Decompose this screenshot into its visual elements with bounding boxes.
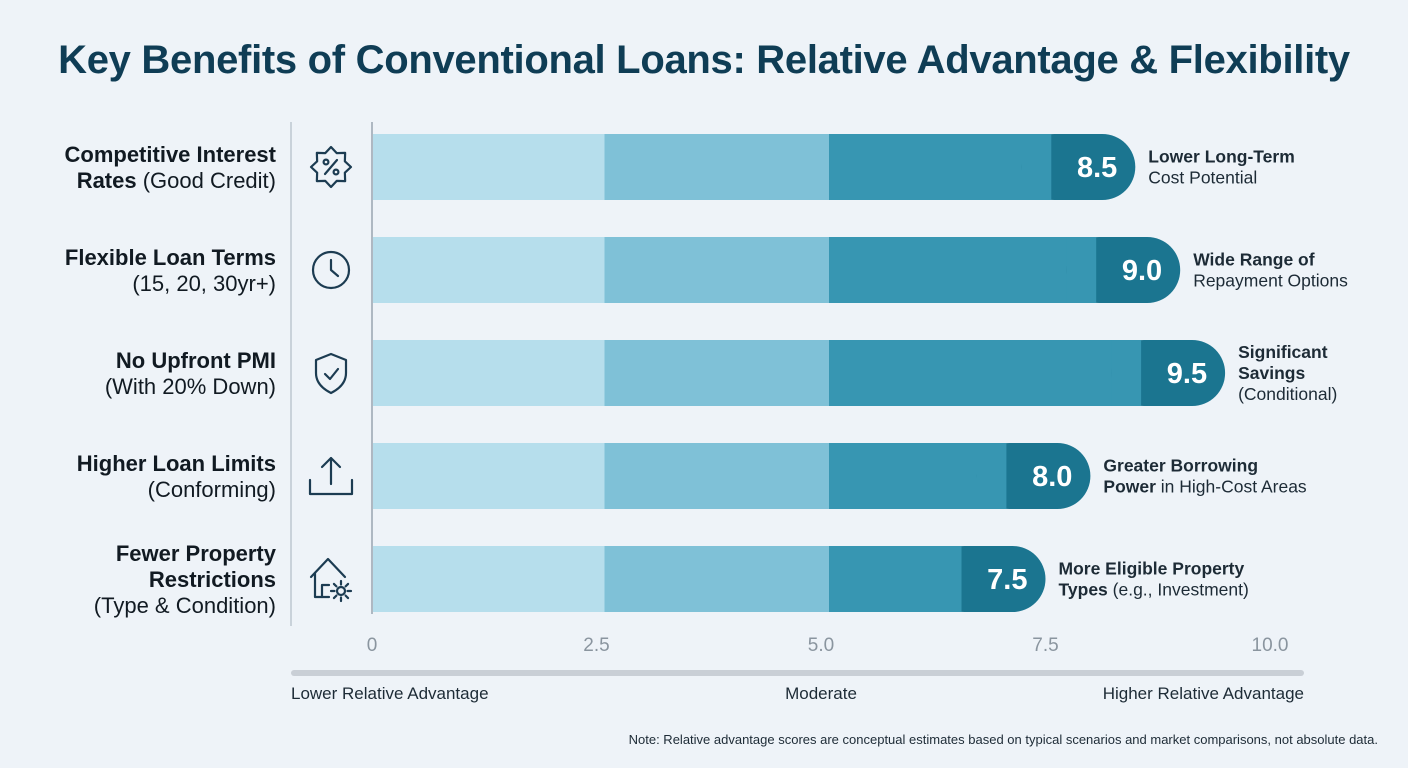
clock-icon	[311, 250, 351, 290]
bar-segment	[574, 443, 843, 509]
upload-arrow-icon	[308, 456, 354, 496]
category-label: Competitive Interest Rates (Good Credit)	[65, 142, 277, 193]
bar-segment	[574, 134, 843, 200]
scale-label-moderate: Moderate	[785, 684, 857, 703]
chart-title: Key Benefits of Conventional Loans: Rela…	[58, 38, 1350, 82]
bar-row: 9.5	[372, 340, 1226, 406]
bar-segment	[799, 237, 1111, 303]
bar-value-label: 8.5	[1077, 152, 1117, 184]
scale-label-lower: Lower Relative Advantage	[291, 684, 489, 703]
bar-segment	[799, 546, 976, 612]
category-label: Fewer Property Restrictions (Type & Condit…	[94, 541, 277, 618]
bar-value-label: 9.5	[1167, 358, 1207, 390]
bar-segment	[799, 340, 1156, 406]
bar-annotation: Lower Long-Term Cost Potential	[1148, 147, 1294, 188]
axis-layer: 0 2.5 5.0 7.5 10.0	[290, 122, 1304, 676]
house-gear-icon	[309, 557, 353, 603]
bar-segment	[574, 546, 843, 612]
bar-row: 7.5	[372, 546, 1046, 612]
bar-segment	[799, 443, 1021, 509]
bars-layer: 8.5 9.0 9.5 8.0 7.5	[372, 134, 1226, 612]
x-tick-label: 5.0	[808, 635, 834, 656]
bar-row: 8.5	[372, 134, 1136, 200]
x-tick-label: 0	[367, 635, 378, 656]
scale-label-higher: Higher Relative Advantage	[1103, 684, 1304, 703]
bar-value-label: 7.5	[987, 564, 1027, 596]
bar-annotation: Wide Range of Repayment Options	[1193, 250, 1348, 291]
x-tick-label: 10.0	[1252, 635, 1289, 656]
footnote: Note: Relative advantage scores are conc…	[628, 732, 1378, 747]
x-tick-label: 7.5	[1032, 635, 1058, 656]
bar-annotation: Greater Borrowing Power in High-Cost Area…	[1103, 456, 1307, 497]
category-label: No Upfront PMI (With 20% Down)	[105, 348, 276, 399]
scale-bar	[291, 670, 1304, 676]
bar-segment	[799, 134, 1066, 200]
labels-layer: Competitive Interest Rates (Good Credit) L…	[65, 142, 1349, 618]
bar-segment	[574, 340, 843, 406]
bar-annotation: Significant Savings (Conditional)	[1238, 342, 1337, 404]
category-label: Higher Loan Limits (Conforming)	[77, 451, 276, 502]
percent-badge-icon	[309, 145, 353, 189]
bar-value-label: 8.0	[1032, 461, 1072, 493]
x-tick-label: 2.5	[583, 635, 609, 656]
bar-annotation: More Eligible Property Types (e.g., Inves…	[1059, 559, 1249, 600]
bar-row: 8.0	[372, 443, 1091, 509]
bar-value-label: 9.0	[1122, 255, 1162, 287]
bar-row: 9.0	[372, 237, 1181, 303]
shield-check-icon	[314, 352, 348, 395]
category-label: Flexible Loan Terms (15, 20, 30yr+)	[65, 245, 276, 296]
bar-segment	[574, 237, 843, 303]
